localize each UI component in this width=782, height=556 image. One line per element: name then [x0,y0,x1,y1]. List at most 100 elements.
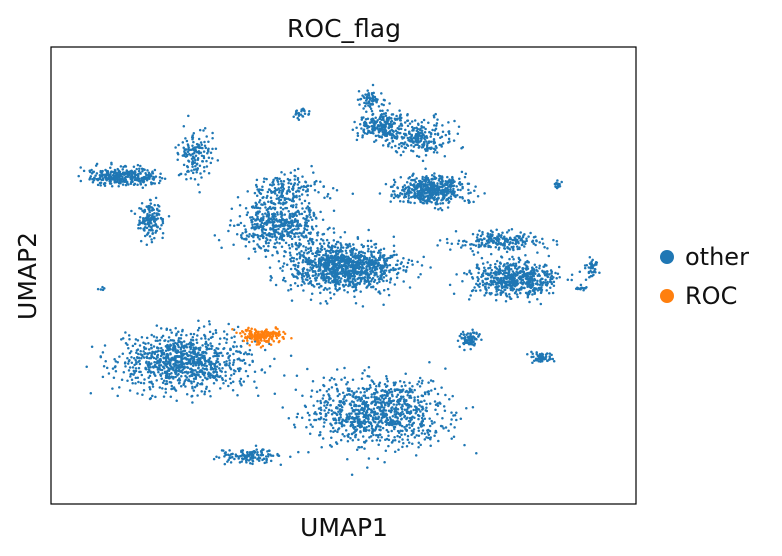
point [427,381,430,384]
point [384,449,388,453]
point [362,262,366,266]
point [491,283,495,286]
point [208,363,211,366]
point [333,255,337,259]
point [463,239,466,243]
point [320,259,323,262]
point [295,203,298,206]
point [467,298,471,301]
point [370,427,374,430]
point [515,238,519,242]
point [370,278,374,281]
point [378,256,382,260]
point [366,396,370,400]
point [400,407,404,411]
point [265,458,268,462]
point [254,250,257,253]
point [490,274,494,278]
point [355,448,359,451]
point [137,356,141,360]
point [278,177,281,181]
point [279,225,282,228]
point [311,274,315,278]
point [488,266,492,269]
point [269,278,272,282]
point [309,232,312,236]
point [327,411,330,414]
point [364,396,368,400]
point [191,401,194,404]
point [243,224,246,228]
point [349,260,352,264]
point [224,379,227,382]
point [489,263,492,267]
point [136,348,140,351]
point [187,362,190,365]
point [338,421,341,425]
point [288,198,291,201]
point [328,197,332,200]
point [375,267,379,271]
point [421,379,424,382]
point [354,408,358,411]
point [376,251,380,255]
point [309,280,313,283]
point [492,280,495,284]
point [477,240,480,243]
point [538,283,542,287]
point [369,250,373,253]
point [422,255,425,259]
cluster-right-middle [448,251,582,306]
point [124,331,127,334]
point [298,231,301,235]
point [243,362,247,365]
point [394,268,397,271]
point [428,402,432,405]
point [514,242,518,246]
point [225,333,229,336]
point [405,408,409,411]
point [246,190,249,193]
point [447,429,450,432]
point [278,199,281,202]
point [271,254,274,257]
point [378,280,381,284]
point [463,443,466,447]
point [179,363,182,366]
point [222,382,225,385]
point [322,185,325,188]
point [316,249,320,252]
point [308,263,312,266]
point [363,276,367,279]
point [549,276,552,279]
point [536,289,540,292]
point [338,258,342,262]
point [346,260,349,264]
point [501,269,505,273]
point [251,359,254,363]
point [548,273,551,276]
point [131,382,134,385]
point [418,376,422,380]
point [342,424,346,427]
point [230,453,233,456]
point [128,351,132,355]
point [344,268,347,272]
point [414,180,417,184]
point [487,283,491,286]
point [287,417,291,420]
point [338,283,341,286]
point [287,181,290,185]
point [219,374,222,378]
point [310,218,314,221]
point [392,403,396,406]
point [396,411,399,414]
point [472,243,475,247]
point [308,237,312,241]
point [325,249,329,252]
point [118,386,121,389]
point [444,367,447,370]
point [483,294,486,297]
point [413,396,416,399]
point [291,192,295,196]
